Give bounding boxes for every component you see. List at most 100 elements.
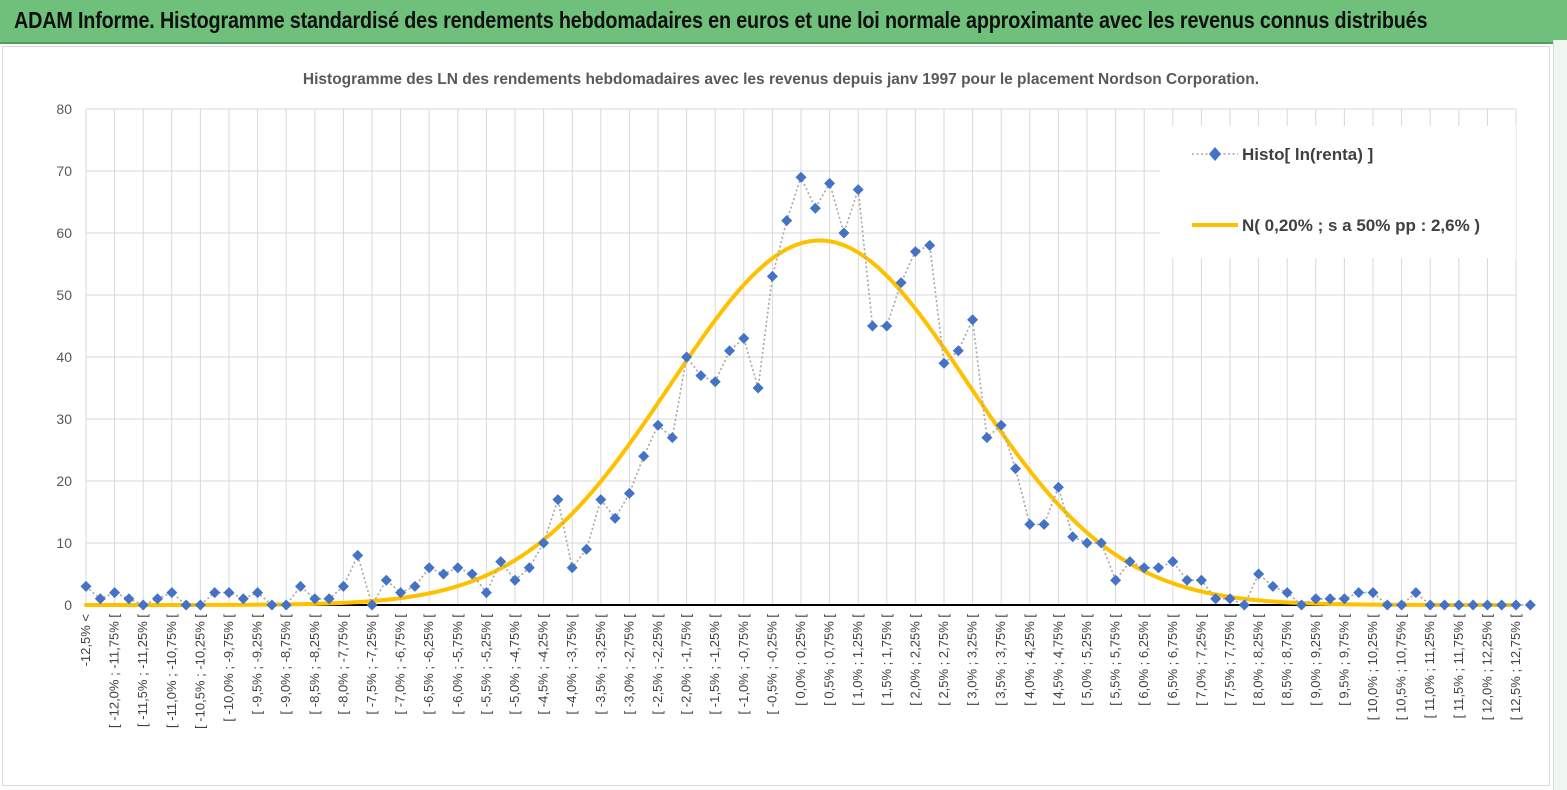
histo-point — [352, 549, 364, 561]
histo-point — [480, 587, 492, 599]
histo-point — [323, 593, 335, 605]
x-tick-label: [ 5,5% ; 5,75% [ — [1108, 614, 1123, 706]
x-axis-ticks: -12,5% < [ -12,0% ; -11,75% [ [ -11,5% ; -… — [78, 614, 1523, 729]
chart-frame — [2, 46, 1550, 786]
histo-point — [1167, 556, 1179, 568]
histo-point — [981, 432, 993, 444]
histo-point — [266, 599, 278, 611]
x-tick-label: [ -2,5% ; -2,25% [ — [650, 614, 665, 715]
x-tick-label: [ 1,5% ; 1,75% [ — [879, 614, 894, 706]
y-tick-label: 0 — [64, 597, 72, 613]
histo-point — [824, 177, 836, 189]
x-tick-label: [ -3,0% ; -2,75% [ — [621, 614, 636, 715]
legend-histo-marker — [1209, 147, 1221, 161]
y-tick-label: 80 — [56, 101, 72, 117]
histo-point — [1367, 587, 1379, 599]
histo-point — [1138, 562, 1150, 574]
histo-point — [80, 580, 92, 592]
normal-curve-line — [84, 238, 1518, 607]
chart-title: Histogramme des LN des rendements hebdom… — [303, 71, 1259, 88]
histo-point — [1024, 518, 1036, 530]
x-tick-label: [ -10,0% ; -9,75% [ — [221, 614, 236, 722]
histo-point — [781, 215, 793, 227]
histo-point — [337, 580, 349, 592]
histo-point — [1210, 593, 1222, 605]
histo-point — [509, 574, 521, 586]
histo-point — [495, 556, 507, 568]
histo-point — [1052, 481, 1064, 493]
histo-point — [1124, 556, 1136, 568]
x-tick-label: [ 8,5% ; 8,75% [ — [1279, 614, 1294, 706]
histo-point — [152, 593, 163, 605]
x-tick-label: [ 3,5% ; 3,75% [ — [993, 614, 1008, 706]
histo-point — [867, 320, 878, 332]
y-axis-ticks: 0 10 20 30 40 50 60 70 80 — [56, 101, 72, 613]
histo-point — [566, 562, 578, 574]
histo-point — [1310, 593, 1322, 605]
histo-point — [1410, 587, 1422, 599]
y-tick-label: 10 — [56, 535, 72, 551]
histo-point — [1010, 463, 1021, 475]
legend: Histo[ ln(renta) ] N( 0,20% ; s a 50% pp… — [1160, 126, 1516, 258]
histo-point — [1453, 599, 1465, 611]
x-tick-label: [ -9,5% ; -9,25% [ — [250, 614, 265, 715]
x-tick-label: [ 7,5% ; 7,75% [ — [1222, 614, 1237, 706]
x-tick-label: [ -11,5% ; -11,25% [ — [135, 614, 150, 727]
histo-point — [738, 332, 750, 344]
x-tick-label: [ 11,5% ; 11,75% [ — [1451, 614, 1466, 719]
header-banner: ADAM Informe. Histogramme standardisé de… — [0, 0, 1567, 44]
histo-series-line — [85, 175, 1531, 608]
x-tick-label: [ -5,0% ; -4,75% [ — [507, 614, 522, 715]
histo-point — [752, 382, 764, 394]
x-tick-label: [ -3,5% ; -3,25% [ — [593, 614, 608, 715]
y-tick-label: 60 — [56, 225, 72, 241]
x-tick-label: [ 7,0% ; 7,25% [ — [1193, 614, 1208, 706]
x-tick-label: -12,5% < — [78, 614, 93, 666]
histo-point — [1496, 599, 1508, 611]
x-tick-label: [ 6,0% ; 6,25% [ — [1136, 614, 1151, 706]
grid-lines — [85, 108, 1517, 605]
legend-label-normal: N( 0,20% ; s a 50% pp : 2,6% ) — [1242, 216, 1480, 235]
histo-point — [1524, 599, 1536, 611]
histo-point — [395, 587, 407, 599]
x-tick-label: [ -8,0% ; -7,75% [ — [335, 614, 350, 715]
histo-point — [1467, 599, 1479, 611]
histo-point — [123, 593, 135, 605]
x-tick-label: [ 9,0% ; 9,25% [ — [1308, 614, 1323, 706]
histo-point — [1296, 599, 1307, 611]
histo-point — [852, 184, 864, 196]
x-tick-label: [ -12,0% ; -11,75% [ — [107, 614, 122, 728]
histo-point — [652, 419, 664, 431]
x-tick-label: [ -2,0% ; -1,75% [ — [679, 614, 694, 715]
x-tick-label: [ -6,5% ; -6,25% [ — [421, 614, 436, 715]
x-tick-label: [ -6,0% ; -5,75% [ — [450, 614, 465, 715]
x-tick-label: [ 4,5% ; 4,75% [ — [1050, 614, 1065, 706]
histo-point — [638, 450, 650, 462]
histo-point — [166, 587, 178, 599]
legend-label-histo: Histo[ ln(renta) ] — [1242, 145, 1373, 164]
histo-point — [252, 587, 264, 599]
x-tick-label: [ 12,5% ; 12,75% [ — [1508, 614, 1523, 721]
x-tick-label: [ 0,0% ; 0,25% [ — [793, 614, 808, 706]
x-tick-label: [ 8,0% ; 8,25% [ — [1251, 614, 1266, 706]
histo-point — [681, 351, 693, 363]
x-tick-label: [ -5,5% ; -5,25% [ — [478, 614, 493, 715]
histo-point — [1381, 599, 1393, 611]
histo-point — [766, 270, 778, 282]
histo-point — [366, 599, 378, 611]
histo-point — [452, 562, 464, 574]
histo-point — [538, 537, 550, 549]
histo-point — [967, 314, 979, 326]
histo-point — [1081, 537, 1093, 549]
x-tick-label: [ -1,5% ; -1,25% [ — [707, 614, 722, 715]
x-tick-label: [ -9,0% ; -8,75% [ — [278, 614, 293, 715]
x-tick-label: [ 9,5% ; 9,75% [ — [1336, 614, 1351, 706]
histo-point — [924, 239, 936, 251]
histo-point — [809, 202, 821, 214]
right-edge-strip — [1553, 40, 1567, 790]
histo-point — [666, 432, 678, 444]
histo-point — [1439, 599, 1450, 611]
x-tick-label: [ 2,0% ; 2,25% [ — [907, 614, 922, 706]
x-tick-label: [ 2,5% ; 2,75% [ — [936, 614, 951, 706]
